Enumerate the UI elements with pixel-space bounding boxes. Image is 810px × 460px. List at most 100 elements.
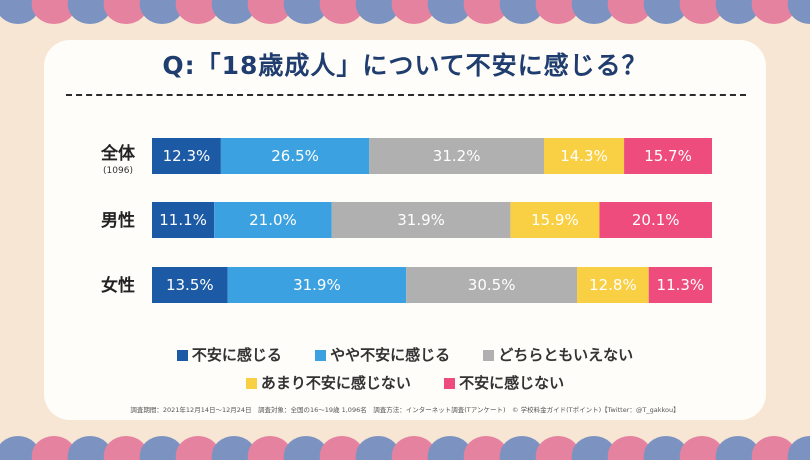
bar-value-label: 11.1% <box>159 211 207 229</box>
band-scallop <box>463 436 509 460</box>
bar-value-label: 31.2% <box>433 147 481 165</box>
band-scallop <box>319 0 365 24</box>
legend-label: 不安に感じない <box>459 374 565 392</box>
band-scallop <box>0 0 41 24</box>
bar-segment <box>599 202 712 238</box>
bar-segment <box>331 202 511 238</box>
band-scallop <box>643 0 689 24</box>
bar-value-label: 14.3% <box>560 147 608 165</box>
legend-swatch <box>315 350 327 361</box>
legend-label: どちらともいえない <box>498 346 634 364</box>
band-scallop <box>787 0 810 24</box>
band-scallop <box>283 0 329 24</box>
bar-value-label: 15.9% <box>531 211 579 229</box>
bar-value-label: 11.3% <box>657 276 705 294</box>
band-scallop <box>715 436 761 460</box>
band-scallop <box>751 436 797 460</box>
band-scallop <box>247 436 293 460</box>
band-scallop <box>571 0 617 24</box>
bar-value-label: 12.8% <box>589 276 637 294</box>
category-label: 女性 <box>101 275 135 296</box>
band-scallop <box>103 0 149 24</box>
top-decorative-band <box>0 0 810 30</box>
bar-value-label: 20.1% <box>632 211 680 229</box>
band-scallop <box>535 436 581 460</box>
bar-value-label: 31.9% <box>293 276 341 294</box>
band-scallop <box>463 0 509 24</box>
legend-row-1: 不安に感じる やや不安に感じる どちらともいえない <box>0 344 810 365</box>
band-scallop <box>679 0 725 24</box>
bar-value-label: 21.0% <box>249 211 297 229</box>
band-scallop <box>211 0 257 24</box>
bar-segment <box>152 267 228 303</box>
title-divider <box>66 94 746 96</box>
band-scallop <box>643 436 689 460</box>
band-scallop <box>67 436 113 460</box>
bar-segment <box>369 138 544 174</box>
band-scallop <box>787 436 810 460</box>
band-scallop <box>679 436 725 460</box>
band-scallop <box>355 0 401 24</box>
legend-item-not-very-anxious: あまり不安に感じない <box>245 372 411 393</box>
bar-segment <box>152 202 215 238</box>
legend-row-2: あまり不安に感じない 不安に感じない <box>0 372 810 393</box>
bar-segment <box>510 202 600 238</box>
band-scallop <box>283 436 329 460</box>
band-scallop <box>499 436 545 460</box>
band-scallop <box>0 436 41 460</box>
bar-segment <box>220 138 370 174</box>
bar-segment <box>624 138 712 174</box>
bar-value-label: 13.5% <box>166 276 214 294</box>
band-scallop <box>607 0 653 24</box>
bar-segment <box>227 267 407 303</box>
band-scallop <box>571 436 617 460</box>
band-scallop <box>607 436 653 460</box>
bottom-decorative-band <box>0 430 810 460</box>
band-scallop <box>535 0 581 24</box>
legend-item-neutral: どちらともいえない <box>483 344 633 365</box>
band-scallop <box>391 0 437 24</box>
bar-segment <box>214 202 332 238</box>
category-label: 男性 <box>101 210 135 231</box>
band-scallop <box>67 0 113 24</box>
bar-segment <box>577 267 649 303</box>
chart-title: Q:「18歳成人」について不安に感じる？ <box>162 51 648 80</box>
bar-value-label: 31.9% <box>397 211 445 229</box>
band-scallop <box>319 436 365 460</box>
band-scallop <box>31 0 77 24</box>
band-scallop <box>175 436 221 460</box>
legend-label: あまり不安に感じない <box>260 374 411 392</box>
band-scallop <box>103 436 149 460</box>
bar-value-label: 30.5% <box>468 276 516 294</box>
bar-segment <box>648 267 712 303</box>
bar-segment <box>544 138 625 174</box>
band-scallop <box>499 0 545 24</box>
band-scallop <box>139 436 185 460</box>
band-scallop <box>715 0 761 24</box>
band-scallop <box>427 0 473 24</box>
category-label: 全体 <box>100 143 136 164</box>
band-scallop <box>751 0 797 24</box>
band-scallop <box>139 0 185 24</box>
legend-item-anxious: 不安に感じる <box>176 344 282 365</box>
bar-value-label: 12.3% <box>163 147 211 165</box>
legend-item-not-anxious: 不安に感じない <box>444 372 564 393</box>
band-scallop <box>175 0 221 24</box>
legend-swatch <box>245 378 257 389</box>
bar-segment <box>406 267 578 303</box>
bar-value-label: 26.5% <box>271 147 319 165</box>
band-scallop <box>211 436 257 460</box>
band-scallop <box>31 436 77 460</box>
band-scallop <box>427 436 473 460</box>
legend-swatch <box>483 350 495 361</box>
bar-value-label: 15.7% <box>644 147 692 165</box>
stacked-bar-chart: 12.3% 26.5% 31.2% 14.3% 15.7% 全体 (1096) 11.1% 21… <box>100 138 712 303</box>
category-sample-size: (1096) <box>103 166 133 176</box>
legend-swatch <box>176 350 188 361</box>
bar-segment <box>152 138 221 174</box>
band-scallop <box>355 436 401 460</box>
band-scallop <box>391 436 437 460</box>
legend-swatch <box>444 378 456 389</box>
survey-footnote: 調査期間：2021年12月14日〜12月24日 調査対象：全国の16〜19歳 1… <box>130 406 680 414</box>
legend-label: 不安に感じる <box>191 346 282 364</box>
